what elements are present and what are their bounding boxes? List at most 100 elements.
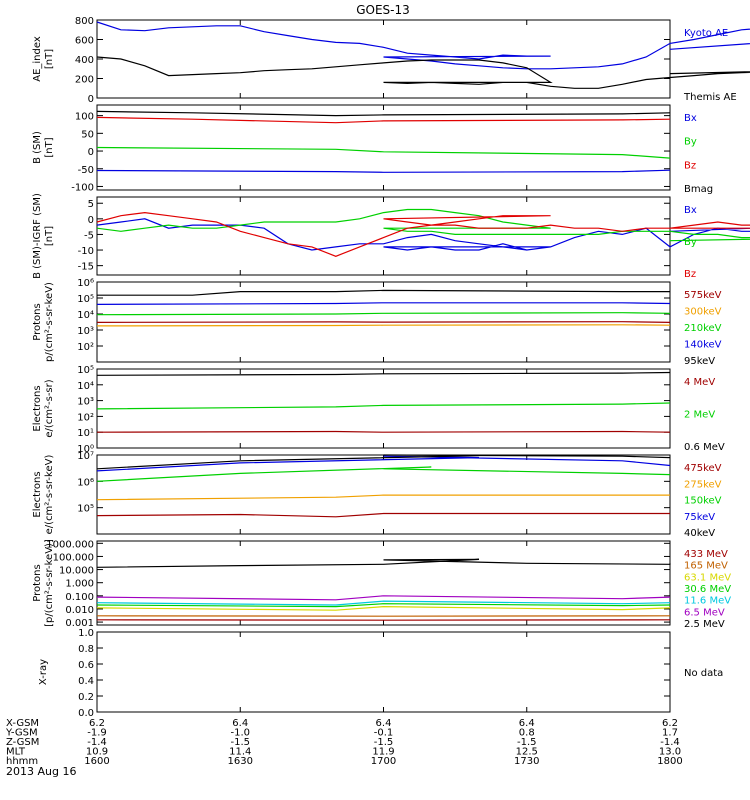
y-axis-label: Electrons	[32, 385, 43, 431]
y-tick-label: 10²	[77, 342, 94, 353]
y-tick-label: 0.4	[78, 676, 94, 687]
y-tick-label: 0.6	[78, 660, 94, 671]
y-tick-label: 0	[88, 147, 94, 158]
panel-7: 0.001 0.010 0.100 1.000 10.000 100.000 1000.00…	[32, 539, 731, 630]
y-tick-label: -5	[84, 230, 94, 241]
date-label: 2013 Aug 16	[6, 765, 76, 778]
y-tick-label: 1.0	[78, 628, 94, 639]
legend-entry: 475keV	[684, 463, 722, 474]
panel-8: 0.0 0.2 0.4 0.6 0.8 1.0 X-ray No data	[38, 628, 723, 719]
legend-entry: By	[684, 137, 697, 148]
panel-4: 10² 10³ 10⁴ 10⁵ 10⁶ Protons p/(cm²-s-sr-keV) 57…	[32, 278, 722, 367]
series-line-5	[97, 289, 670, 296]
series-line-2	[96, 494, 670, 501]
legend-entry: 575keV	[684, 290, 722, 301]
y-tick-label: 1.000	[65, 579, 94, 590]
y-axis-label: X-ray	[38, 659, 49, 685]
series-line-2	[96, 56, 750, 89]
footer-row-value: 10.9	[86, 747, 108, 758]
y-tick-label: -10	[78, 246, 94, 257]
panel-frame	[96, 19, 671, 99]
footer-row-value: -1.9	[87, 728, 107, 739]
series-line-3	[96, 371, 671, 376]
series-line-3	[96, 116, 671, 124]
y-tick-label: 10.000	[59, 566, 94, 577]
footer-row-value: 6.4	[519, 718, 535, 729]
footer-row-value: 13.0	[659, 747, 681, 758]
panel-5: 10⁰ 10¹ 10² 10³ 10⁴ 10⁵ Electrons e/(cm²-s-sr) 4…	[32, 365, 725, 455]
footer-row-label: MLT	[6, 747, 26, 758]
footer-row-label: X-GSM	[6, 718, 39, 729]
legend-entry: Bx	[684, 113, 697, 124]
y-tick-label: 10²	[77, 412, 94, 423]
y-tick-label: 10⁰	[77, 444, 94, 455]
y-tick-label: 10¹	[77, 428, 94, 439]
footer-row-label: hhmm	[6, 756, 38, 767]
y-axis-label: Protons	[32, 303, 43, 340]
series-line-2	[96, 208, 750, 242]
y-tick-label: 10⁵	[77, 504, 94, 515]
y-tick-label: 1000.000	[46, 539, 94, 550]
legend-entry: 433 MeV	[684, 549, 728, 560]
footer-row-label: Y-GSM	[5, 728, 38, 739]
footer-row-value: 6.2	[89, 718, 105, 729]
series-line-1	[96, 21, 750, 70]
panel-frame	[96, 631, 671, 713]
y-tick-label: 0.010	[65, 605, 94, 616]
legend-entry: 75keV	[684, 512, 715, 523]
legend-entry: 30.6 MeV	[684, 584, 731, 595]
panel-2: -100 -50 0 50 100 B (SM) [nT] Bx By Bz Bmag	[32, 104, 713, 195]
panel-1: 0 200 400 600 800 AE_index [nT] Kyoto AE Themis …	[32, 16, 750, 105]
orbit-info-footer: 2013 Aug 16 X-GSM 6.2 6.4 6.4 6.4 6.2 Y-GSM -1.…	[5, 718, 683, 778]
footer-row-value: 11.4	[229, 747, 251, 758]
legend-entry: 6.5 MeV	[684, 607, 725, 618]
y-tick-label: 0	[88, 94, 94, 105]
series-line-3	[96, 466, 671, 482]
panel-note: No data	[684, 668, 723, 679]
series-line-1	[96, 512, 670, 518]
chart-title: GOES-13	[356, 3, 410, 17]
footer-row-value: 0.8	[519, 728, 535, 739]
series-line-5	[96, 600, 671, 606]
legend-entry: 2.5 MeV	[684, 619, 725, 630]
y-axis-label: Protons	[32, 564, 43, 601]
y-axis-label: AE_index	[32, 36, 43, 82]
y-tick-label: -50	[78, 165, 94, 176]
footer-row-value: 11.9	[372, 747, 394, 758]
footer-row-value: 6.4	[376, 718, 392, 729]
footer-row-value: -1.0	[230, 728, 250, 739]
legend-entry: Bz	[684, 160, 696, 171]
series-line-6	[96, 595, 671, 601]
y-tick-label: 10³	[77, 326, 94, 337]
legend-entry: 210keV	[684, 323, 722, 334]
y-axis-label: [nT]	[44, 137, 55, 157]
series-line-2	[96, 402, 671, 410]
y-tick-label: 10⁵	[77, 294, 94, 305]
y-tick-label: 5	[88, 199, 94, 210]
y-tick-label: 10⁶	[77, 278, 94, 289]
panel-6: 10⁵ 10⁶ 10⁷ Electrons e/(cm²-s-sr-keV) 475keV…	[32, 451, 722, 539]
legend-entry: Themis AE	[683, 92, 737, 103]
legend-entry: Kyoto AE	[684, 28, 728, 39]
footer-row-value: 1730	[514, 756, 539, 767]
y-tick-label: 10⁶	[77, 477, 94, 488]
y-tick-label: 800	[75, 16, 94, 27]
footer-row-value: 6.2	[662, 718, 678, 729]
legend-entry: 0.6 MeV	[684, 442, 725, 453]
series-line-3	[96, 211, 750, 257]
panel-frame	[96, 540, 671, 626]
series-line-1	[96, 218, 750, 251]
y-tick-label: 50	[81, 129, 94, 140]
y-tick-label: 400	[75, 55, 94, 66]
legend-entry: 140keV	[684, 340, 722, 351]
y-tick-label: 10⁵	[77, 365, 94, 376]
y-axis-label: [p/(cm²-s-sr-keV)]	[44, 539, 55, 627]
series-line-1	[96, 321, 671, 323]
series-line-4	[96, 302, 671, 305]
y-axis-label: B (SM)-IGRF (SM)	[32, 193, 43, 279]
footer-row-value: -1.5	[374, 737, 394, 748]
legend-entry: 95keV	[684, 356, 715, 367]
legend-entry: Bx	[684, 205, 697, 216]
legend-entry: 40keV	[684, 528, 715, 539]
